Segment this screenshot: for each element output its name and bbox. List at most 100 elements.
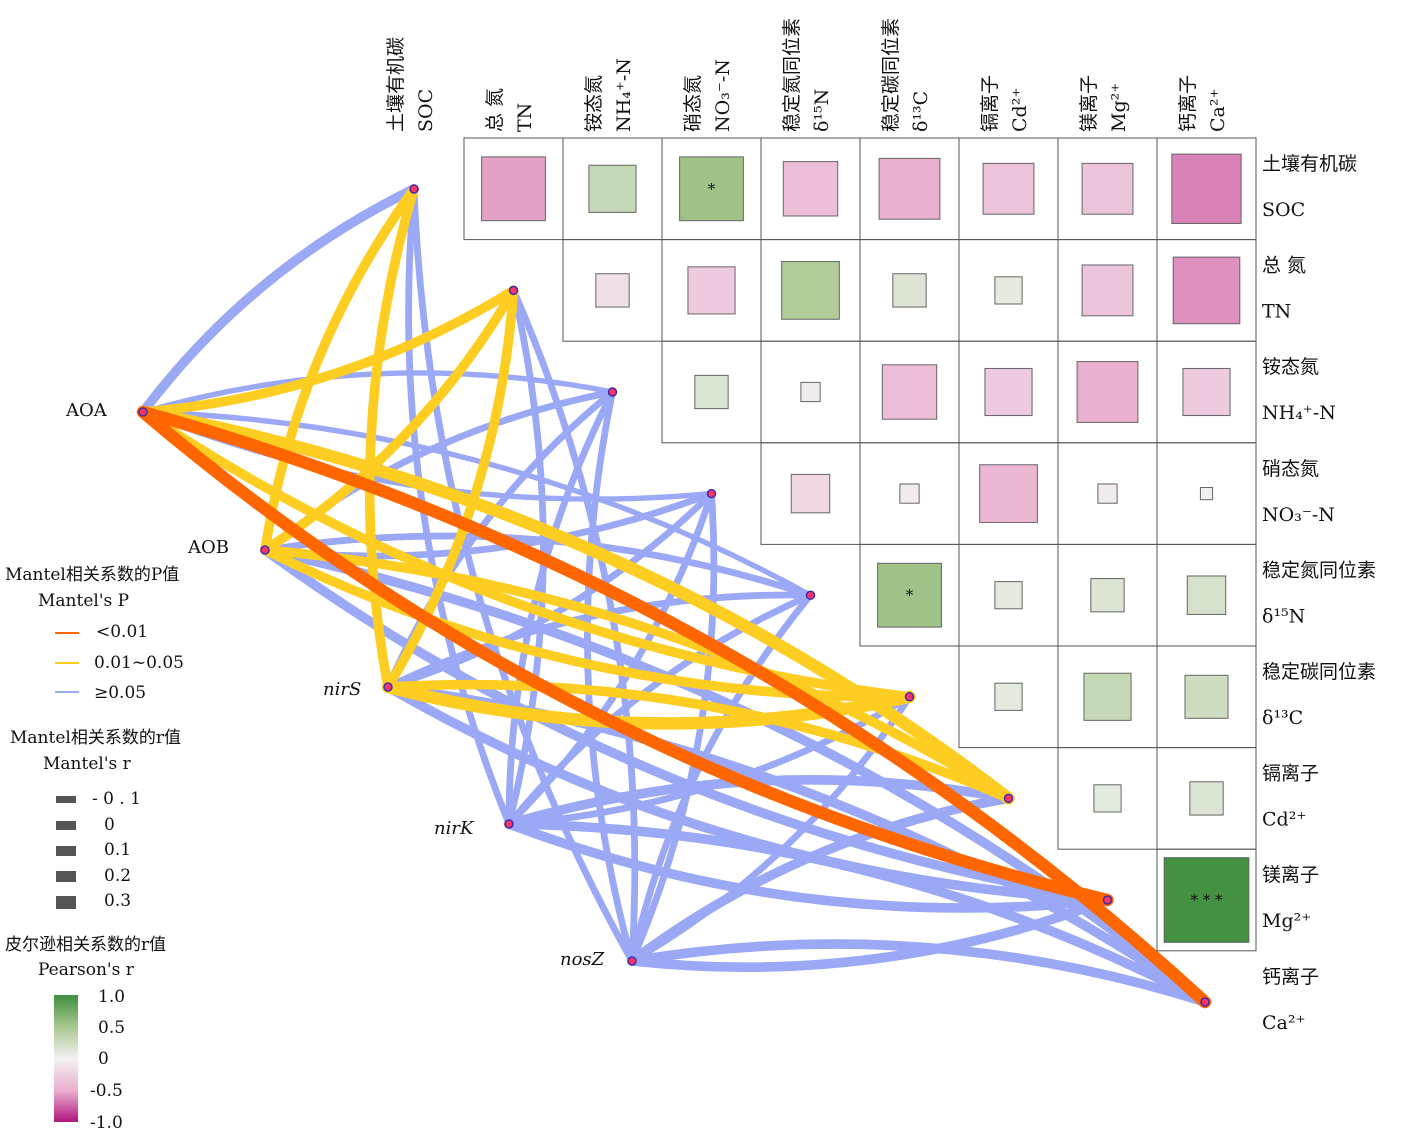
pearson-legend-title-en: Pearson's r [38,960,135,980]
network-node [504,819,514,829]
network-node [260,545,270,555]
column-label-en: δ¹³C [910,91,932,132]
r-legend-swatch [56,846,76,856]
column-label-en: δ¹⁵N [811,89,833,132]
mantel-link [364,184,419,692]
column-label-cn: 总 氮 [484,88,506,132]
network-node [904,692,915,702]
network-node [1003,793,1014,804]
correlation-cell [800,381,821,403]
correlation-cell [1076,361,1139,423]
r-legend-item: 0.2 [104,866,131,886]
column-label-en: Cd²⁺ [1009,88,1031,132]
column-label-cn: 铵态氮 [583,75,605,132]
row-label-cn: 铵态氮 [1262,356,1319,378]
pearson-tick: 1.0 [98,987,125,1007]
row-label-en: NO₃⁻-N [1262,504,1335,526]
network-node [805,590,816,600]
column-label-en: Ca²⁺ [1207,88,1229,132]
row-label-en: TN [1262,301,1291,323]
row-label-cn: 硝态氮 [1262,458,1319,480]
gene-label: AOB [187,537,229,558]
mantel-link [260,545,1014,804]
correlation-cell [1172,256,1241,325]
correlation-cell [892,273,927,308]
row-label-cn: 总 氮 [1262,255,1306,277]
r-legend-item: 0.3 [104,891,131,911]
mantel-link [628,490,718,965]
correlation-cell [1184,674,1229,719]
mantel-link [627,793,1014,966]
correlation-grid [463,137,1257,952]
pearson-tick: -0.5 [90,1081,123,1101]
row-label-en: Mg²⁺ [1262,910,1311,932]
correlation-cell [984,367,1033,417]
r-legend-item: - 0 . 1 [92,789,141,809]
column-label-cn: 土壤有机碳 [385,37,407,132]
network-node [508,285,519,296]
row-label-cn: 稳定氮同位素 [1262,559,1376,581]
mantel-link [384,490,715,691]
mantel-link [260,184,419,555]
r-legend-swatch [56,821,76,830]
pearson-tick: 0.5 [98,1018,125,1038]
row-label-en: Cd²⁺ [1262,809,1306,831]
mantel-link [504,819,1210,1007]
pearson-tick: -1.0 [90,1113,123,1132]
mantel-link [260,285,519,555]
correlation-cell [1097,483,1118,504]
row-labels: 土壤有机碳 SOC 总 氮 TN 铵态氮 NH₄⁺-N 硝态氮 NO₃⁻-N 稳定氮同位素 δ¹⁵… [1262,153,1376,1034]
column-label-cn: 镁离子 [1078,75,1100,132]
mantel-link [584,388,636,965]
column-label-cn: 硝态氮 [682,75,704,132]
row-label-cn: 镁离子 [1262,864,1319,886]
column-label-cn: 镉离子 [979,75,1001,132]
correlation-cell [588,164,637,213]
column-label-en: Mg²⁺ [1108,83,1130,132]
gene-nodes [138,184,1210,1007]
correlation-cell [679,156,744,222]
correlation-cell [979,464,1038,523]
network-node [383,682,393,692]
correlation-cell [1093,784,1122,813]
row-label-en: δ¹⁵N [1262,605,1305,627]
correlation-cell [1199,487,1214,501]
r-legend-swatch [56,896,76,909]
network-node [1102,895,1113,905]
mantel-links [136,184,1212,1009]
row-label-cn: 钙离子 [1262,966,1319,988]
row-label-cn: 镉离子 [1262,763,1319,785]
r-legend-swatch [56,796,76,803]
network-node [607,387,618,397]
correlation-cell [694,374,729,410]
column-label-en: NO₃⁻-N [712,59,734,132]
correlation-cell [481,156,546,222]
correlation-cell [781,261,840,320]
r-legend-item: 0 [104,815,115,835]
mantel-link [138,184,419,417]
correlation-cell [994,276,1023,305]
row-label-en: SOC [1262,199,1305,221]
r-legend-item: 0.1 [104,840,131,860]
mantel-link [505,388,616,828]
network-node [627,956,637,966]
significance-mark: * [708,180,716,198]
network-node [409,184,419,194]
significance-mark: * * * [1190,891,1223,909]
correlation-cell [1182,367,1231,417]
correlation-cell [1163,857,1250,943]
correlation-cell [1171,153,1242,224]
column-label-en: NH₄⁺-N [613,58,635,132]
mantel-link [381,680,916,730]
mantel-link [627,939,1210,1007]
row-label-cn: 稳定碳同位素 [1262,661,1376,683]
row-label-en: NH₄⁺-N [1262,402,1336,424]
gene-label: AOA [65,400,108,421]
p-legend-title-en: Mantel's P [38,591,129,611]
gene-label: nirK [434,818,475,839]
correlation-cell [1189,781,1224,816]
correlation-cell [595,273,630,308]
correlation-cell [994,581,1023,610]
correlation-cell [687,266,736,315]
